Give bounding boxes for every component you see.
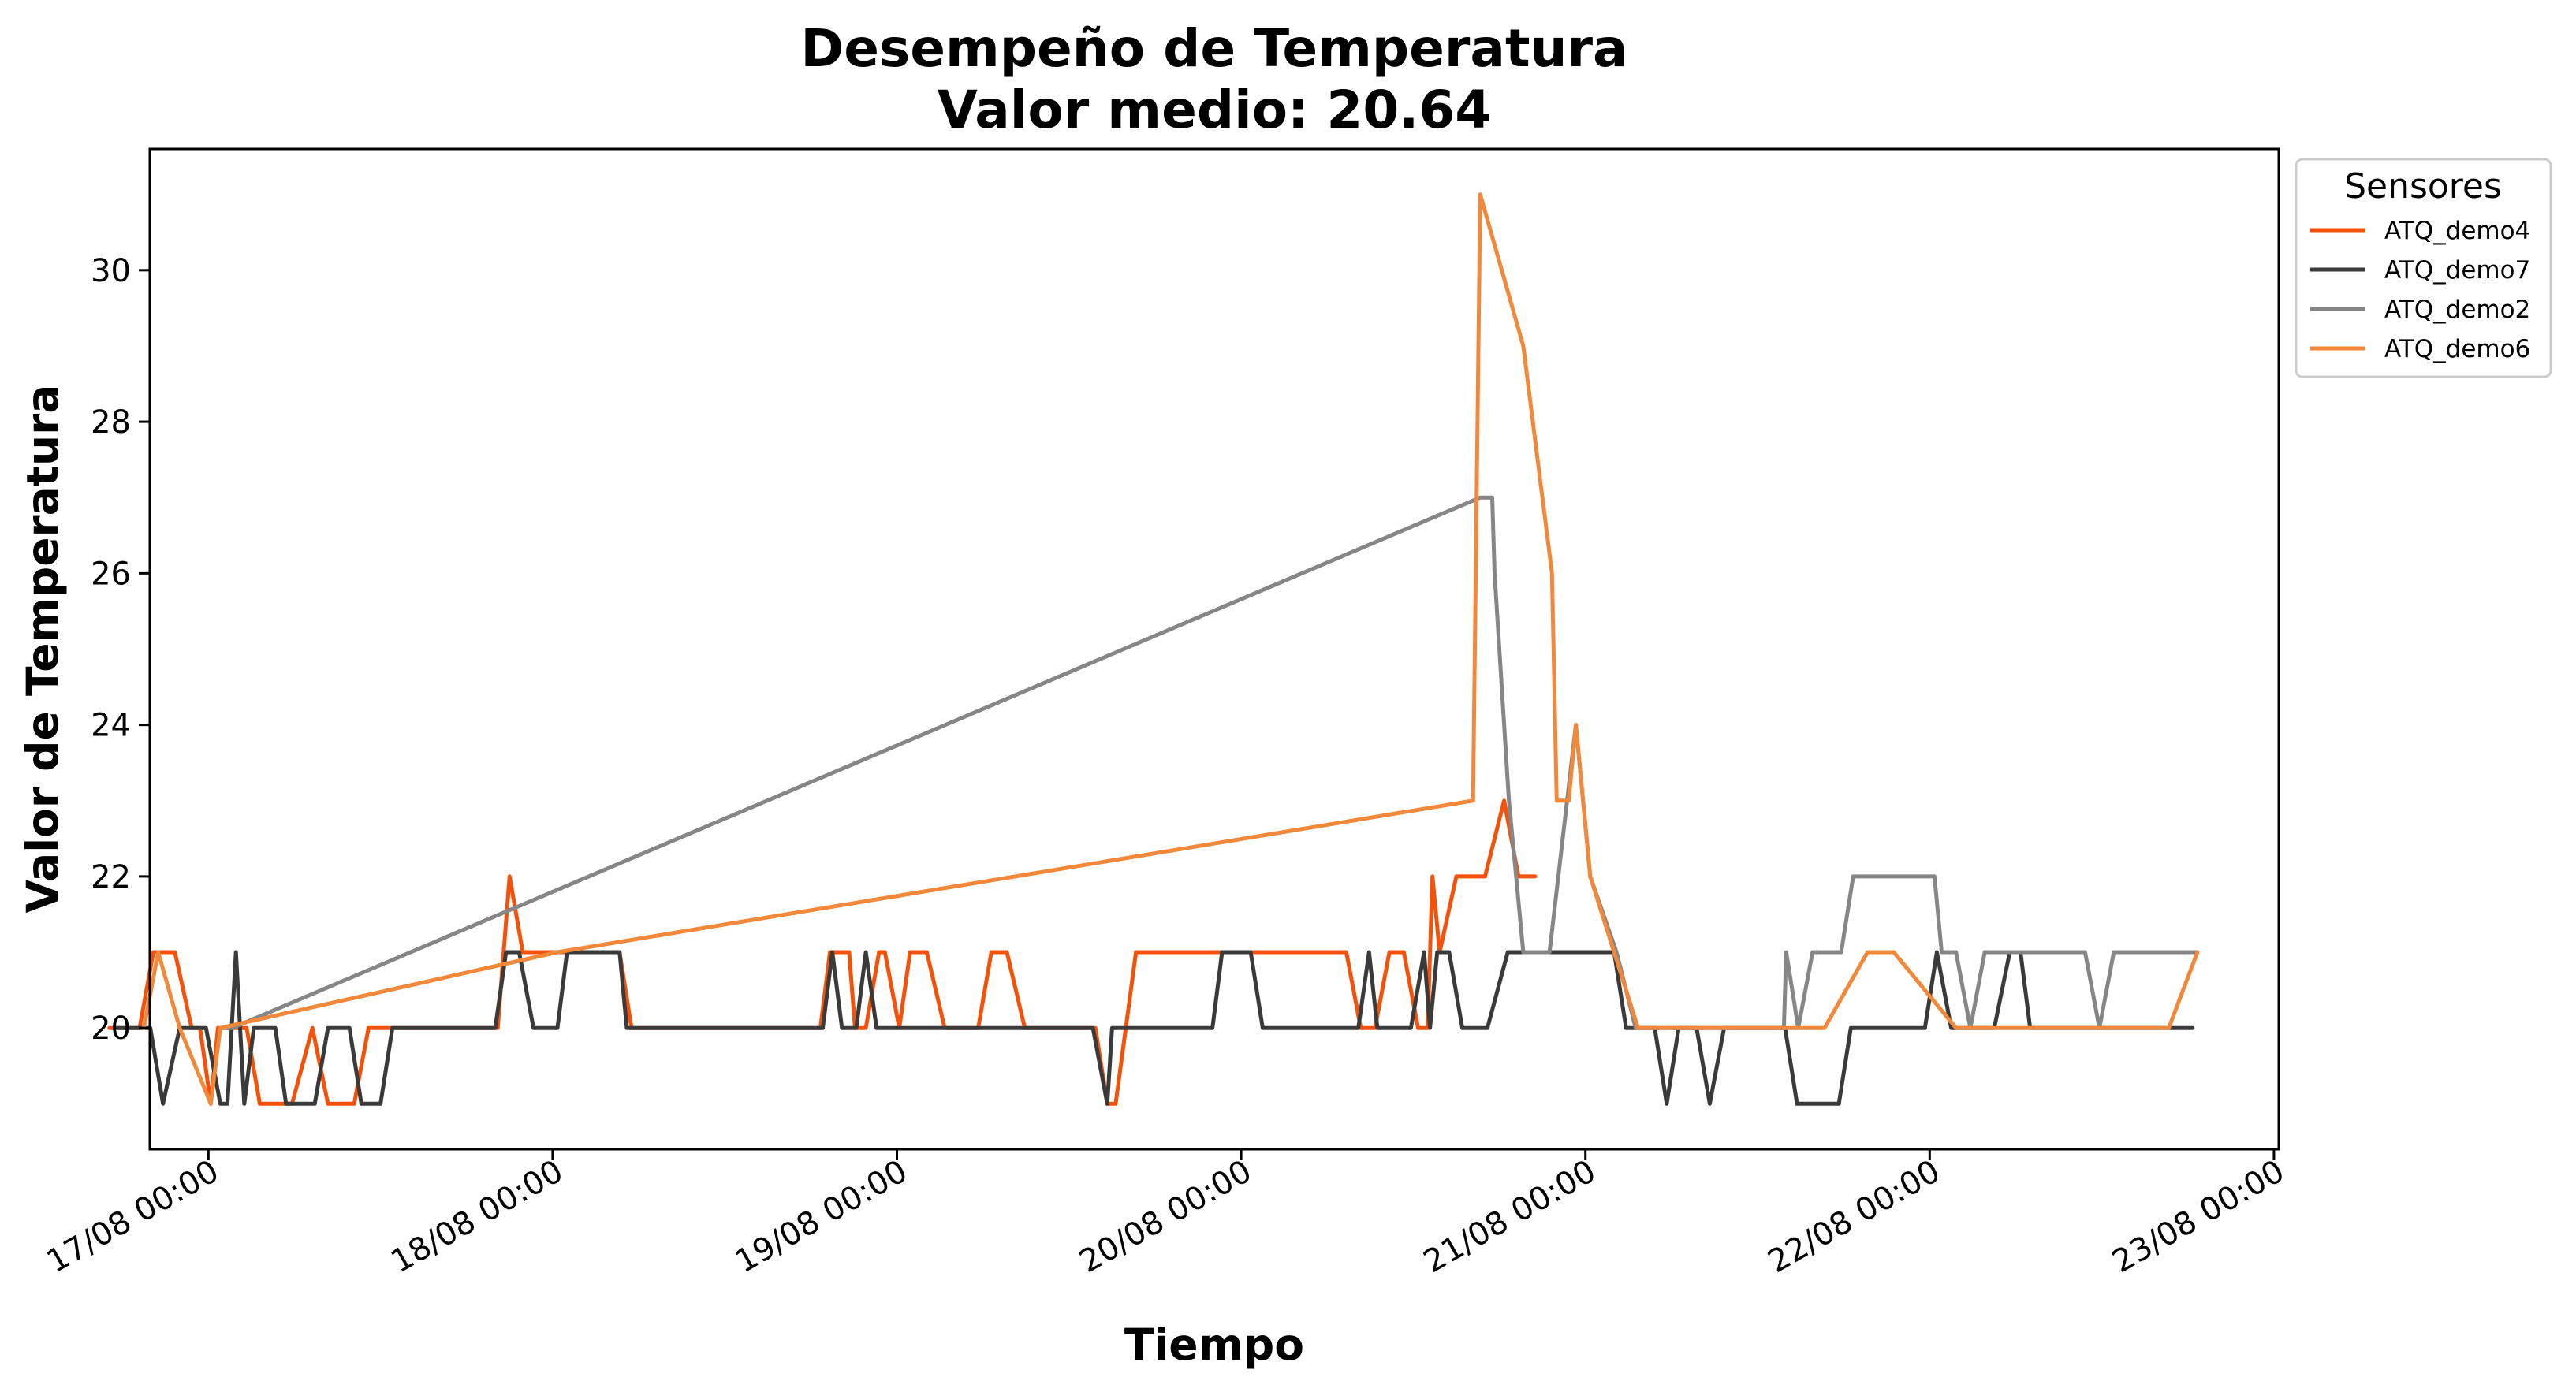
plot-lines xyxy=(107,192,2200,1106)
x-tick-label: 17/08 00:00 xyxy=(41,1153,226,1280)
x-axis-label: Tiempo xyxy=(1124,1319,1304,1370)
x-tick-label: 18/08 00:00 xyxy=(385,1153,569,1280)
x-tick-label: 22/08 00:00 xyxy=(1762,1153,1947,1280)
x-tick-label: 23/08 00:00 xyxy=(2106,1153,2291,1280)
y-tick-label: 26 xyxy=(91,556,131,592)
series-line-atq-demo2 xyxy=(218,495,2200,1030)
x-tick-label: 19/08 00:00 xyxy=(729,1153,914,1280)
chart-subtitle: Valor medio: 20.64 xyxy=(938,80,1491,140)
legend-box xyxy=(2295,158,2552,378)
y-axis: 20 22 24 26 28 30 xyxy=(91,253,150,1047)
chart-title: Desempeño de Temperatura xyxy=(800,18,1627,79)
series-line-atq-demo7 xyxy=(115,950,2195,1106)
legend: Sensores ATQ_demo4ATQ_demo7ATQ_demo2ATQ_… xyxy=(2295,158,2552,378)
y-tick-label: 24 xyxy=(91,708,131,744)
plot-frame xyxy=(148,147,2280,1151)
y-axis-label: Valor de Temperatura xyxy=(17,385,68,914)
legend-title: Sensores xyxy=(2344,166,2502,207)
x-axis: 17/08 00:00 18/08 00:00 19/08 00:00 20/08 0… xyxy=(41,1149,2291,1280)
x-tick-label: 21/08 00:00 xyxy=(1418,1153,1602,1280)
legend-label-atq-demo4: ATQ_demo4 xyxy=(2384,217,2530,245)
y-tick-label: 20 xyxy=(91,1011,131,1047)
x-tick-label: 20/08 00:00 xyxy=(1073,1153,1258,1280)
y-tick-label: 22 xyxy=(91,859,131,895)
legend-label-atq-demo7: ATQ_demo7 xyxy=(2384,256,2530,285)
y-tick-label: 30 xyxy=(91,253,131,289)
legend-entries: ATQ_demo4 ATQ_demo7 ATQ_demo2 ATQ_demo6 xyxy=(2310,217,2530,363)
legend-label-atq-demo6: ATQ_demo6 xyxy=(2384,335,2530,363)
legend-label-atq-demo2: ATQ_demo2 xyxy=(2384,296,2530,324)
series-line-atq-demo6 xyxy=(141,192,2200,1106)
y-tick-label: 28 xyxy=(91,404,131,441)
